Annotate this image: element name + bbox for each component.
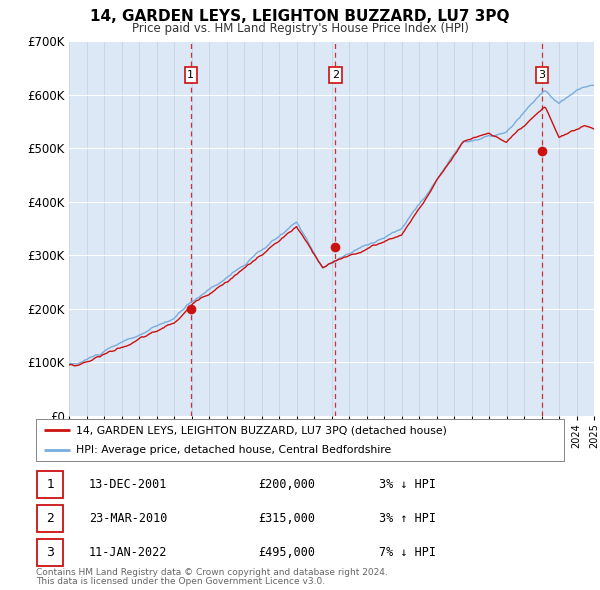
Text: 14, GARDEN LEYS, LEIGHTON BUZZARD, LU7 3PQ: 14, GARDEN LEYS, LEIGHTON BUZZARD, LU7 3…: [90, 9, 510, 24]
Text: 11-JAN-2022: 11-JAN-2022: [89, 546, 167, 559]
Text: 13-DEC-2001: 13-DEC-2001: [89, 478, 167, 491]
Text: 3: 3: [539, 70, 545, 80]
Text: This data is licensed under the Open Government Licence v3.0.: This data is licensed under the Open Gov…: [36, 577, 325, 586]
Text: 2: 2: [332, 70, 339, 80]
Text: Price paid vs. HM Land Registry's House Price Index (HPI): Price paid vs. HM Land Registry's House …: [131, 22, 469, 35]
Text: £200,000: £200,000: [258, 478, 315, 491]
Text: 3: 3: [46, 546, 54, 559]
Text: £315,000: £315,000: [258, 512, 315, 525]
Text: £495,000: £495,000: [258, 546, 315, 559]
Text: 23-MAR-2010: 23-MAR-2010: [89, 512, 167, 525]
Text: HPI: Average price, detached house, Central Bedfordshire: HPI: Average price, detached house, Cent…: [76, 445, 391, 455]
Text: Contains HM Land Registry data © Crown copyright and database right 2024.: Contains HM Land Registry data © Crown c…: [36, 568, 388, 577]
Text: 1: 1: [46, 478, 54, 491]
Text: 3% ↑ HPI: 3% ↑ HPI: [379, 512, 436, 525]
Text: 1: 1: [187, 70, 194, 80]
Text: 2: 2: [46, 512, 54, 525]
FancyBboxPatch shape: [37, 505, 64, 532]
Text: 3% ↓ HPI: 3% ↓ HPI: [379, 478, 436, 491]
Text: 14, GARDEN LEYS, LEIGHTON BUZZARD, LU7 3PQ (detached house): 14, GARDEN LEYS, LEIGHTON BUZZARD, LU7 3…: [76, 425, 446, 435]
FancyBboxPatch shape: [37, 539, 64, 566]
Text: 7% ↓ HPI: 7% ↓ HPI: [379, 546, 436, 559]
FancyBboxPatch shape: [37, 471, 64, 498]
